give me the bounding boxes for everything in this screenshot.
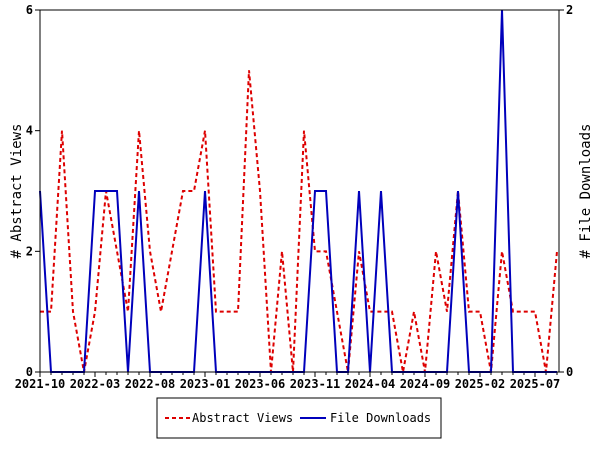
series-line-file-downloads (40, 10, 557, 372)
y-tick-label: 4 (26, 124, 33, 138)
legend-label-abstract-views: Abstract Views (192, 411, 293, 425)
y-tick-label: 2 (26, 244, 33, 258)
y-tick-label: 6 (26, 3, 33, 17)
x-tick-label: 2023-06 (235, 377, 286, 391)
x-tick-label: 2023-11 (290, 377, 341, 391)
y2-tick-label: 2 (566, 3, 573, 17)
y-axis-label: # Abstract Views (9, 124, 25, 259)
x-tick-label: 2022-03 (70, 377, 121, 391)
legend-label-file-downloads: File Downloads (330, 411, 431, 425)
x-tick-label: 2024-04 (345, 377, 396, 391)
x-tick-label: 2025-02 (455, 377, 506, 391)
x-tick-label: 2023-01 (180, 377, 231, 391)
x-tick-label: 2021-10 (15, 377, 66, 391)
y2-axis-label: # File Downloads (578, 124, 594, 259)
legend: Abstract Views File Downloads (157, 398, 441, 438)
y2-tick-label: 0 (566, 365, 573, 379)
x-tick-label: 2025-07 (510, 377, 561, 391)
x-tick-label: 2024-09 (400, 377, 451, 391)
series-line-abstract-views (40, 70, 557, 372)
x-tick-label: 2022-08 (125, 377, 176, 391)
